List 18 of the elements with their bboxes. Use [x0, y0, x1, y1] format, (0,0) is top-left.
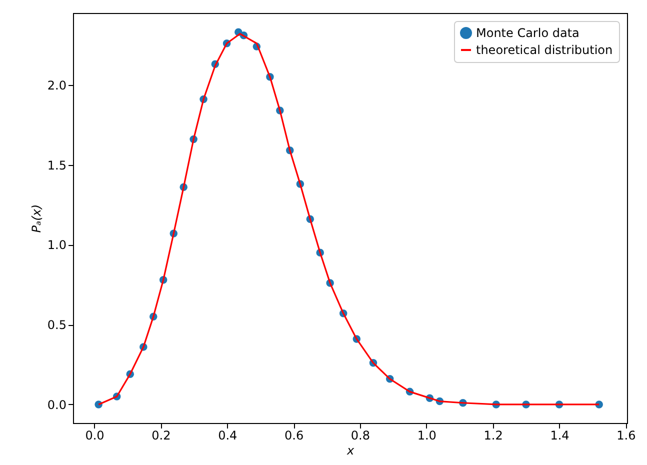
- x-axis-title: x: [346, 444, 355, 458]
- x-tick-label: 0.2: [152, 428, 171, 442]
- y-tick-label: 0.5: [47, 318, 66, 332]
- x-tick-label: 1.6: [616, 428, 636, 442]
- legend-label: theoretical distribution: [476, 43, 613, 57]
- x-tick-label: 0.8: [350, 428, 370, 442]
- x-tick-label: 0.0: [85, 428, 104, 442]
- y-tick-label: 1.5: [47, 158, 66, 172]
- legend-label: Monte Carlo data: [476, 26, 580, 40]
- x-tick-label: 1.4: [550, 428, 570, 442]
- x-tick-label: 1.2: [484, 428, 503, 442]
- y-axis-title: Pₐ(x): [29, 204, 44, 233]
- x-tick-label: 0.6: [284, 428, 304, 442]
- x-tick-label: 1.0: [417, 428, 436, 442]
- y-tick-label: 0.0: [47, 398, 66, 412]
- y-tick-label: 1.0: [47, 238, 66, 252]
- x-tick-label: 0.4: [218, 428, 238, 442]
- y-tick-label: 2.0: [47, 78, 66, 92]
